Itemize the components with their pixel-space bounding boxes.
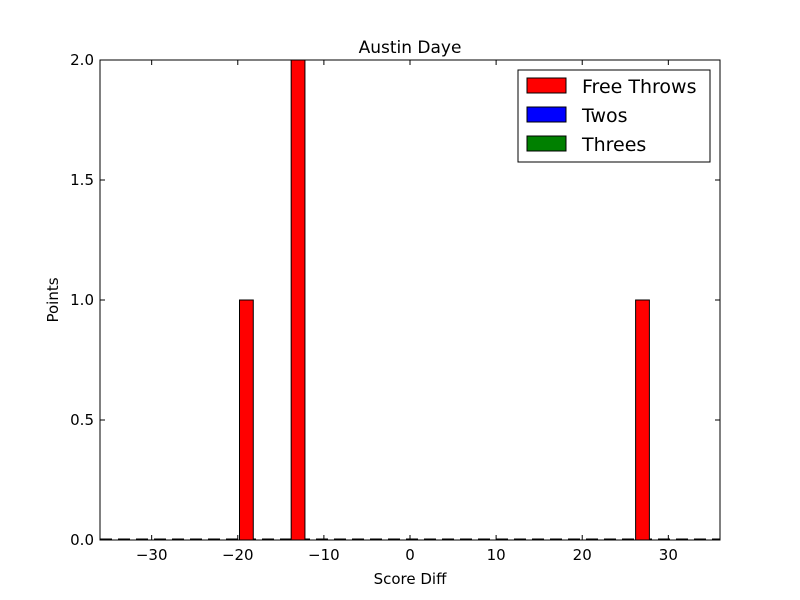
plot-frame xyxy=(99,59,721,541)
legend-swatch xyxy=(526,135,567,152)
x-tick-label: 20 xyxy=(573,546,592,564)
bars-layer xyxy=(239,59,650,541)
x-axis-label: Score Diff xyxy=(374,570,447,588)
bar xyxy=(290,59,306,541)
legend-swatch xyxy=(526,77,567,94)
ticks-layer: −30 −20 −10 0 10 20 30 0.0 0.5 1.0 1.5 2.0 xyxy=(70,51,720,564)
x-tick-label: 30 xyxy=(659,546,678,564)
legend-swatch xyxy=(526,106,567,123)
legend-label: Threes xyxy=(581,134,646,156)
x-tick-label: −20 xyxy=(222,546,254,564)
x-tick-label: −10 xyxy=(308,546,340,564)
bar xyxy=(239,299,254,541)
y-tick-label: 0.5 xyxy=(70,411,94,429)
x-tick-label: 0 xyxy=(405,546,415,564)
y-tick-label: 0.0 xyxy=(70,531,94,549)
y-tick-label: 1.5 xyxy=(70,171,94,189)
x-tick-label: −30 xyxy=(136,546,168,564)
y-tick-label: 1.0 xyxy=(70,291,94,309)
y-axis-label: Points xyxy=(44,277,62,322)
y-tick-label: 2.0 xyxy=(70,51,94,69)
legend-label: Twos xyxy=(581,105,628,127)
legend-label: Free Throws xyxy=(582,76,696,98)
legend: Free Throws Twos Threes xyxy=(517,69,711,163)
bar xyxy=(635,299,650,541)
x-tick-label: 10 xyxy=(487,546,506,564)
chart-title: Austin Daye xyxy=(359,38,462,58)
